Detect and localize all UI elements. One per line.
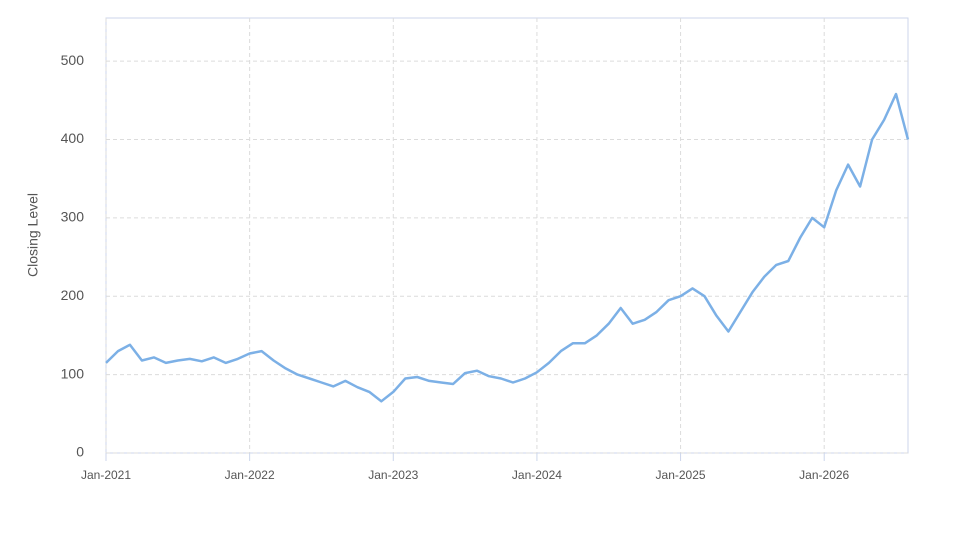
data-line bbox=[105, 92, 910, 403]
x-tick-label: Jan-2025 bbox=[656, 468, 706, 482]
y-tick-label: 300 bbox=[61, 209, 85, 225]
y-tick-label: 100 bbox=[61, 365, 85, 381]
y-axis-label: Closing Level bbox=[25, 193, 41, 277]
y-tick-label: 400 bbox=[61, 130, 85, 146]
x-tick-label: Jan-2022 bbox=[225, 468, 275, 482]
x-tick-label: Jan-2023 bbox=[368, 468, 418, 482]
x-tick-label: Jan-2021 bbox=[81, 468, 131, 482]
y-tick-label: 500 bbox=[61, 52, 85, 68]
x-tick-label: Jan-2024 bbox=[512, 468, 562, 482]
x-tick-label: Jan-2026 bbox=[799, 468, 849, 482]
plot-frame bbox=[105, 17, 909, 454]
y-tick-label: 0 bbox=[76, 444, 84, 460]
y-tick-label: 200 bbox=[61, 287, 85, 303]
